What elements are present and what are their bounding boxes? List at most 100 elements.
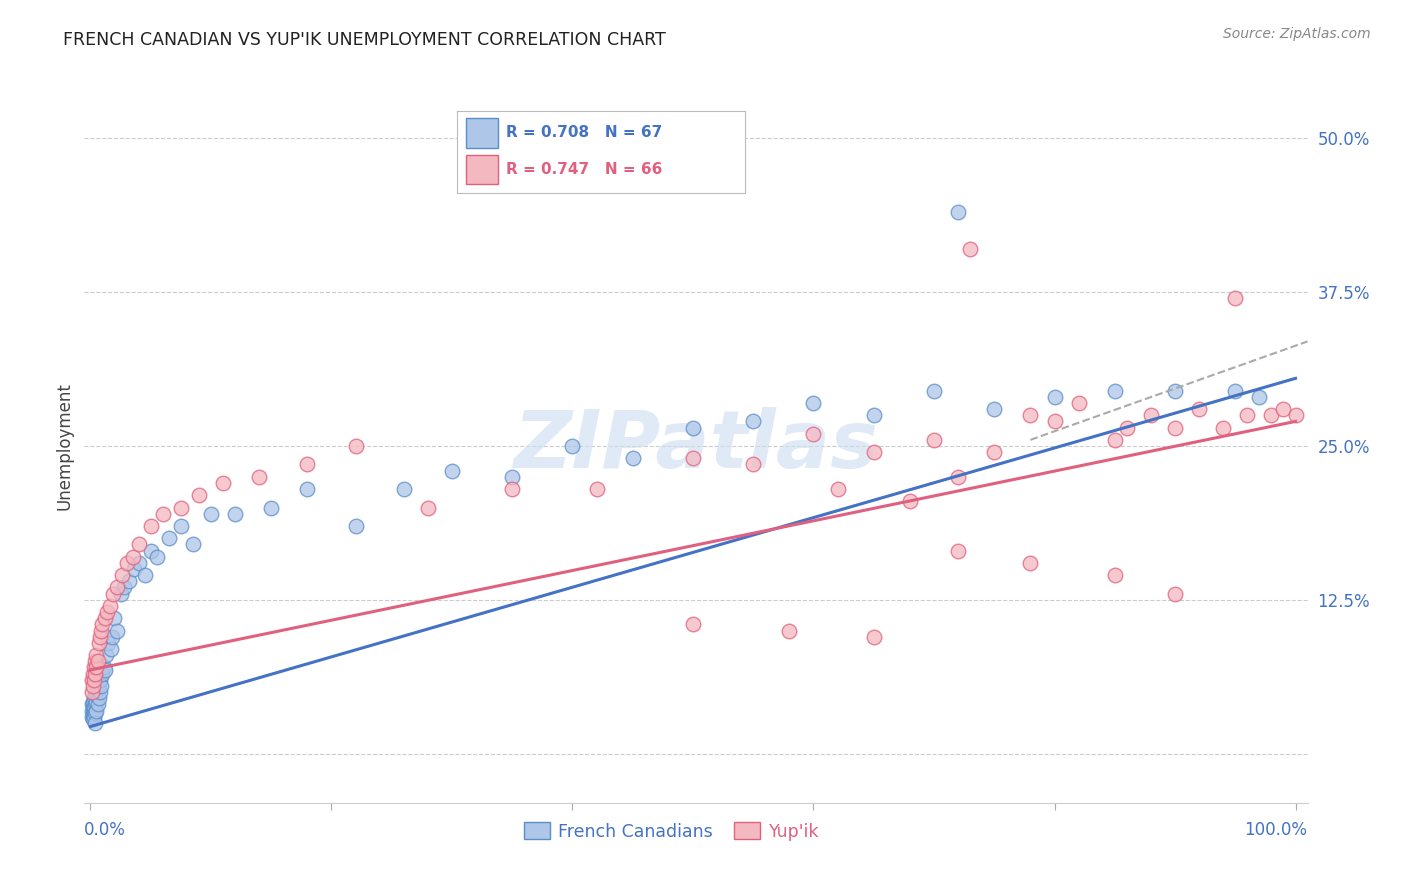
Point	[100, 642, 122, 657]
Point	[440, 464, 463, 478]
Point	[86, 648, 108, 662]
Point	[98, 599, 121, 613]
Point	[1236, 409, 1258, 423]
Point	[181, 537, 204, 551]
Point	[152, 507, 174, 521]
Point	[87, 636, 110, 650]
Point	[84, 698, 107, 712]
Point	[97, 636, 120, 650]
Point	[82, 695, 104, 709]
Point	[82, 679, 104, 693]
Point	[621, 451, 644, 466]
Point	[134, 568, 156, 582]
Point	[83, 699, 105, 714]
Point	[983, 402, 1005, 417]
Point	[344, 519, 367, 533]
Point	[86, 695, 108, 709]
Point	[82, 666, 104, 681]
Point	[682, 451, 704, 466]
Text: ZIPatlas: ZIPatlas	[513, 407, 879, 485]
Point	[86, 679, 108, 693]
Point	[682, 617, 704, 632]
Point	[1212, 420, 1234, 434]
Point	[82, 712, 104, 726]
Legend: French Canadians, Yup'ik: French Canadians, Yup'ik	[517, 815, 827, 847]
Point	[83, 709, 105, 723]
Point	[1164, 384, 1187, 398]
Point	[827, 482, 849, 496]
Point	[84, 706, 107, 720]
Point	[86, 654, 108, 668]
Point	[84, 715, 107, 730]
Point	[86, 685, 108, 699]
Point	[1019, 556, 1042, 570]
Point	[803, 396, 825, 410]
Point	[922, 433, 945, 447]
Point	[682, 420, 704, 434]
Y-axis label: Unemployment: Unemployment	[55, 382, 73, 510]
Point	[82, 707, 104, 722]
Point	[187, 488, 209, 502]
Point	[1164, 587, 1187, 601]
Point	[1272, 402, 1295, 417]
Point	[84, 666, 107, 681]
Point	[82, 699, 104, 714]
Point	[83, 704, 105, 718]
Point	[139, 519, 162, 533]
Point	[90, 679, 112, 693]
Point	[91, 617, 114, 632]
Point	[80, 704, 103, 718]
Point	[157, 531, 180, 545]
Point	[212, 475, 235, 490]
Point	[1225, 291, 1247, 305]
Point	[122, 562, 145, 576]
Point	[247, 469, 270, 483]
Point	[90, 624, 112, 638]
Point	[103, 587, 125, 601]
Point	[89, 630, 111, 644]
Point	[898, 494, 921, 508]
Point	[103, 611, 125, 625]
Point	[93, 660, 115, 674]
Point	[83, 673, 105, 687]
Point	[561, 439, 583, 453]
Point	[1104, 384, 1126, 398]
Point	[83, 691, 105, 706]
Point	[128, 537, 150, 551]
Point	[91, 666, 114, 681]
Point	[86, 660, 108, 674]
Point	[501, 482, 523, 496]
Point	[260, 500, 283, 515]
Point	[392, 482, 415, 496]
Text: Source: ZipAtlas.com: Source: ZipAtlas.com	[1223, 27, 1371, 41]
Point	[862, 630, 884, 644]
Point	[94, 611, 117, 625]
Point	[1188, 402, 1211, 417]
Point	[1249, 390, 1271, 404]
Point	[946, 469, 969, 483]
Point	[1284, 409, 1306, 423]
Point	[1043, 390, 1066, 404]
Point	[1164, 420, 1187, 434]
Point	[1260, 409, 1282, 423]
Point	[1115, 420, 1137, 434]
Point	[922, 384, 945, 398]
Text: 100.0%: 100.0%	[1244, 822, 1308, 839]
Point	[170, 500, 193, 515]
Point	[862, 409, 884, 423]
Text: 0.0%: 0.0%	[84, 822, 127, 839]
Point	[83, 660, 105, 674]
Point	[84, 688, 107, 702]
Point	[84, 654, 107, 668]
Point	[1104, 568, 1126, 582]
Point	[94, 663, 117, 677]
Point	[118, 574, 141, 589]
Point	[742, 458, 765, 472]
Point	[87, 691, 110, 706]
Point	[80, 673, 103, 687]
Point	[89, 685, 111, 699]
Point	[983, 445, 1005, 459]
Point	[86, 704, 108, 718]
Point	[501, 469, 523, 483]
Point	[112, 581, 135, 595]
